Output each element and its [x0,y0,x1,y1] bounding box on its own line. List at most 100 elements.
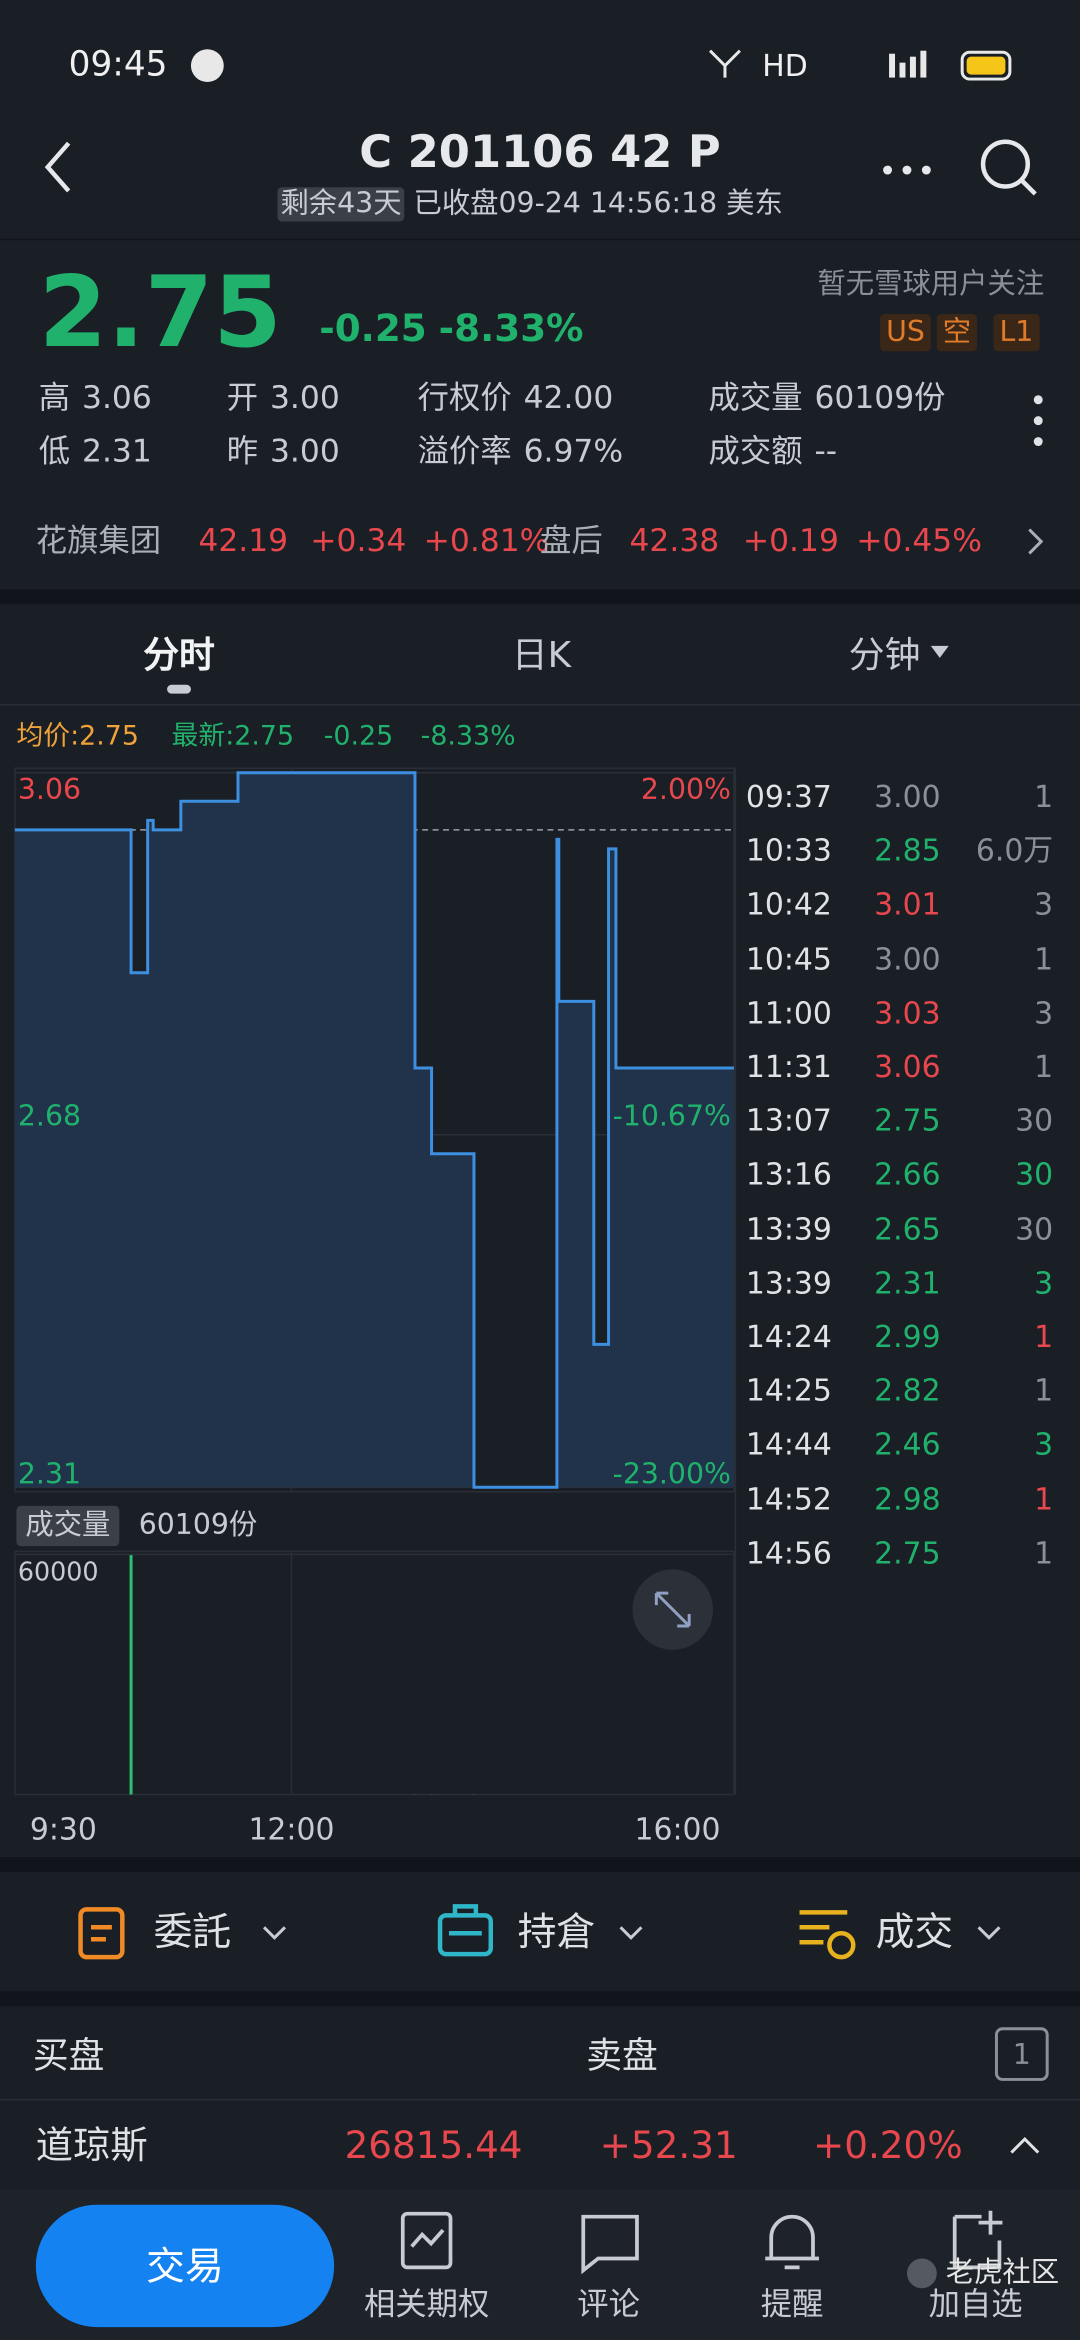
position-icon[interactable] [437,1904,494,1957]
chevron[interactable] [262,1926,286,1940]
trade-volume: 1 [1034,1318,1054,1355]
trade-time: 14:56 [745,1534,832,1571]
chevron[interactable] [1028,528,1044,555]
divider [0,1857,1080,1873]
latest-change: -0.25 [323,720,394,752]
buy-label: 买盘 [32,2034,105,2077]
index-price: 26815.44 [344,2123,523,2167]
order-icon[interactable] [78,1907,125,1960]
stat: 成交量 60109份 [709,379,946,416]
trade-time: 13:07 [745,1102,832,1139]
after-pct: +0.45% [856,522,983,559]
dropdown-arrow[interactable] [930,645,949,658]
search-button[interactable] [980,139,1037,196]
order-tab[interactable]: 委託 [153,1910,232,1956]
trade-volume: 1 [1034,1048,1054,1085]
order-tab[interactable]: 持倉 [517,1910,596,1956]
nav-label[interactable]: 评论 [577,2286,640,2322]
tab-indicator [167,684,191,694]
watchlist-icon[interactable] [952,2210,1003,2270]
trade-volume: 1 [1034,1534,1054,1571]
change: -0.25 [319,306,427,350]
days-left: 剩余43天 [277,187,405,222]
app-icon [190,49,224,83]
y-tick-label: 3.06 [17,773,82,807]
chevron[interactable] [977,1926,1001,1940]
price: 2.75 [38,255,282,370]
trade-time: 10:45 [745,940,832,977]
expand-button[interactable] [632,1569,714,1650]
stat-value: 3.00 [269,379,340,416]
underlying-name: 花旗集团 [35,522,162,559]
tag: 空 [936,314,978,352]
trade-volume: 30 [1015,1102,1054,1139]
underlying-pct: +0.81% [423,522,550,559]
nav-label[interactable]: 提醒 [760,2286,824,2322]
stat: 行权价 42.00 [418,379,614,416]
trade-time: 13:16 [745,1156,832,1193]
more-button[interactable] [883,165,931,175]
comment-icon[interactable] [581,2214,639,2275]
watermark: 老虎社区 [945,2256,1060,2290]
nav-label[interactable]: 加自选 [928,2286,1023,2322]
trade-time: 11:31 [745,1048,832,1085]
stat-value: 42.00 [523,379,614,416]
signal [909,56,916,78]
trade-button[interactable] [35,2204,335,2328]
x-tick-label: 12:00 [248,1810,335,1847]
trade-price: 2.75 [874,1534,941,1571]
trade-volume: 1 [1034,940,1054,977]
trade-volume: 30 [1015,1156,1054,1193]
index-name: 道琼斯 [35,2123,148,2167]
avg-price: 均价:2.75 [16,720,139,752]
trade-price: 2.99 [874,1318,941,1355]
trade-price: 3.03 [874,994,941,1031]
collapse[interactable] [1010,2137,1040,2154]
trade-time: 13:39 [745,1210,832,1247]
stat-value: 3.00 [269,433,340,470]
divider [0,704,1080,706]
chevron[interactable] [619,1926,643,1940]
trade-price: 3.00 [874,940,941,977]
y2-tick-label: -23.00% [612,1458,731,1491]
stat: 低 2.31 [39,436,152,467]
battery-level [966,56,1006,75]
more-vertical[interactable] [1033,395,1043,447]
stat-label: 溢价率 [417,433,512,470]
change-pct: -8.33% [438,306,584,350]
y2-tick-label: -10.67% [612,1099,731,1133]
trade-time: 14:25 [745,1372,832,1409]
trade-label[interactable]: 交易 [146,2245,224,2290]
trade-price: 2.31 [874,1264,941,1301]
trade-time: 13:39 [745,1264,832,1301]
nav-label[interactable]: 相关期权 [363,2286,490,2322]
back-button[interactable] [44,141,71,193]
tab[interactable]: 分钟 [848,633,921,676]
stat-value: 60109份 [814,379,946,416]
alert-icon[interactable] [765,2214,819,2270]
options-icon[interactable] [400,2211,453,2270]
stat: 溢价率 6.97% [418,436,623,467]
stat: 成交额 -- [709,436,838,467]
sell-label: 卖盘 [586,2034,658,2077]
trade-price: 2.46 [874,1426,941,1463]
stat: 高 3.06 [39,382,152,414]
deal-icon[interactable] [799,1910,856,1960]
underlying-change: +0.34 [310,522,407,559]
market-status: 已收盘09-24 14:56:18 美东 [413,187,783,221]
trade-time: 14:52 [745,1480,832,1517]
tab[interactable]: 分时 [143,633,215,676]
signal [899,62,906,78]
underlying-price: 42.19 [198,522,289,559]
order-tab[interactable]: 成交 [875,1910,954,1956]
level-box[interactable] [994,2027,1049,2081]
divider [0,2098,1080,2101]
signal [920,50,927,78]
trade-time: 10:33 [745,832,832,869]
divider [0,1991,1080,2007]
volume-label: 成交量 [16,1505,120,1547]
tab[interactable]: 日K [511,633,572,676]
trade-time: 14:44 [745,1426,832,1463]
